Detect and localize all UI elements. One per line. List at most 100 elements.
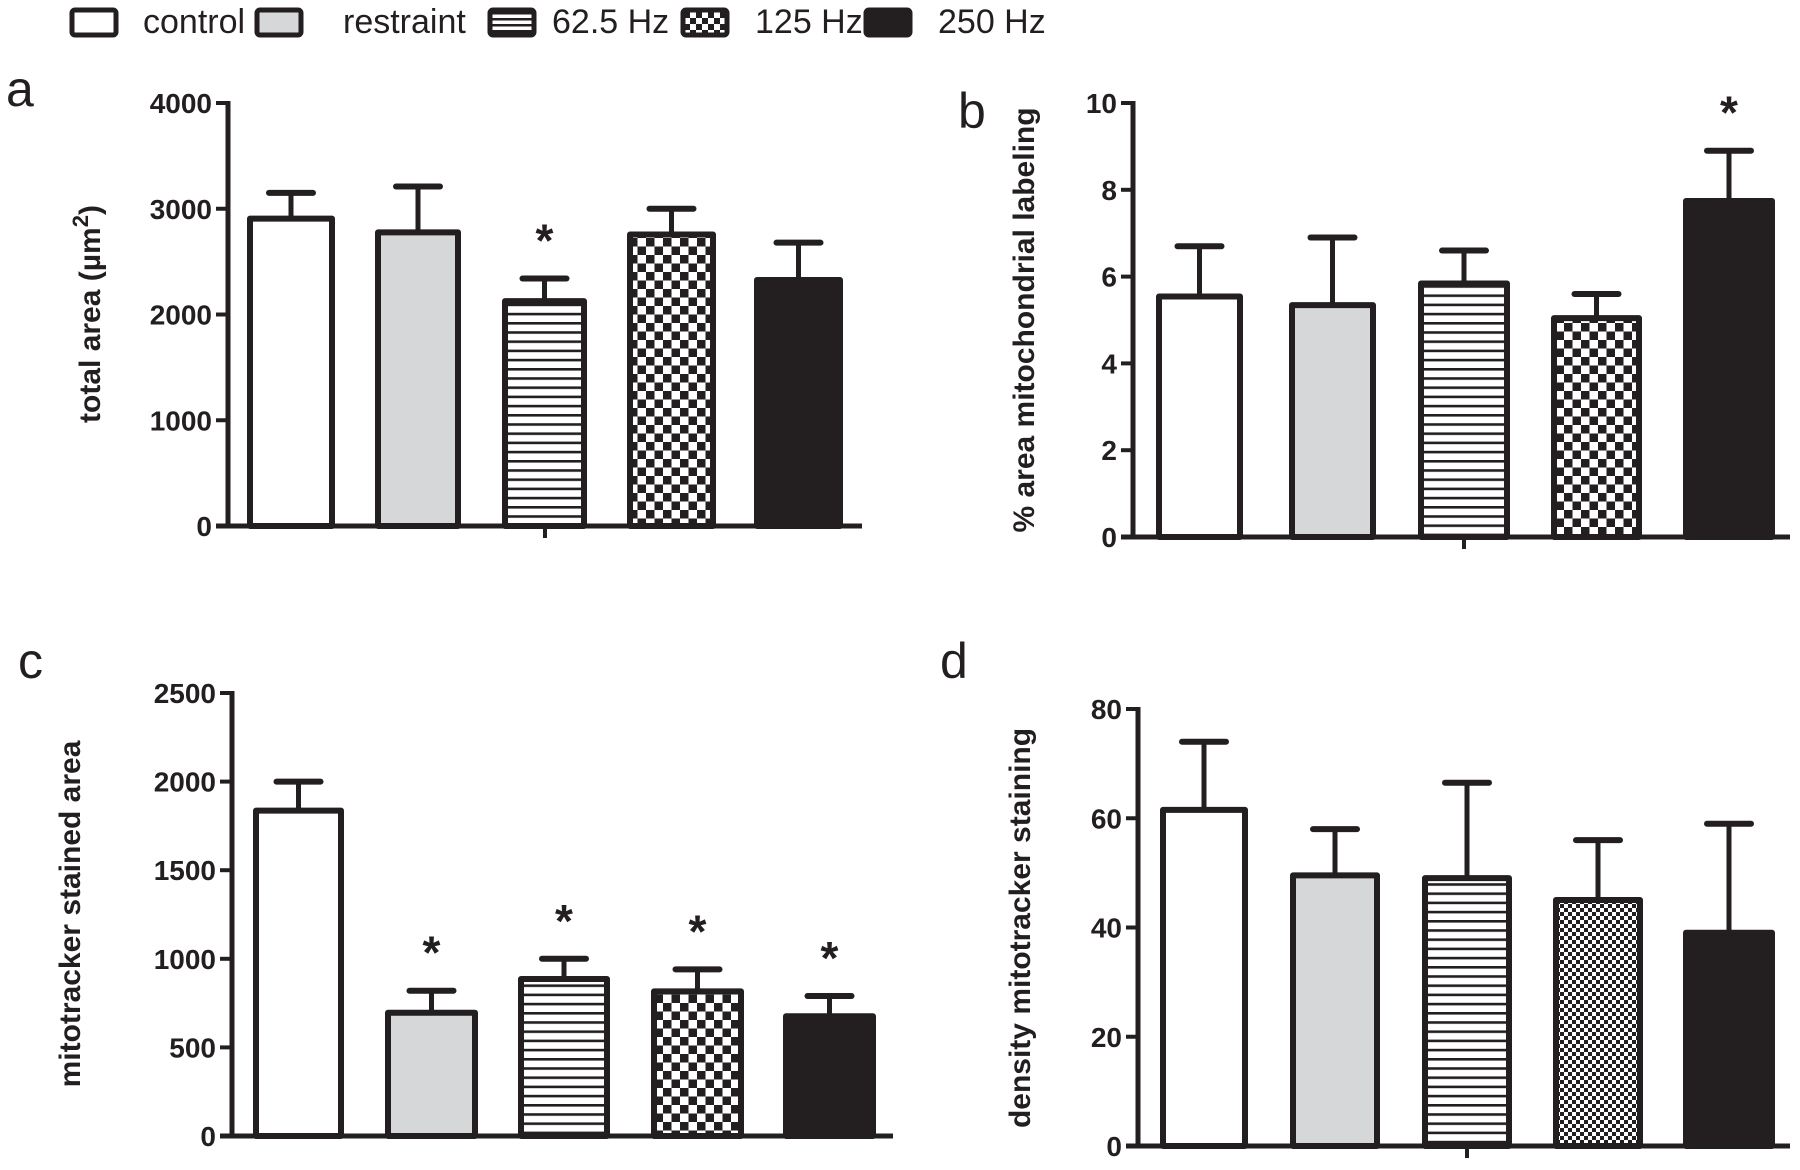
panel-d-mitotracker-density-chart: 0 20 40 60 80 density mitotracker staining — [1004, 694, 1790, 1162]
y-tick-label: 0 — [200, 1121, 216, 1152]
bar-group-restraint: * — [385, 927, 478, 1139]
bar-group-hz62: * — [502, 215, 587, 530]
y-tick-label: 40 — [1091, 913, 1122, 944]
bar-hz250 — [783, 1013, 876, 1139]
legend-item-hz250: 250 Hz — [863, 3, 1046, 41]
bar-group-hz250 — [754, 239, 843, 529]
bar-group-restraint — [375, 183, 461, 529]
legend-label-hz62: 62.5 Hz — [552, 3, 669, 41]
legend-item-control: control — [69, 3, 245, 41]
y-tick-label: 4000 — [150, 88, 212, 119]
legend-item-hz62: 62.5 Hz — [487, 3, 669, 41]
panel-label-d: d — [940, 633, 968, 689]
legend-swatch-hz250 — [863, 7, 913, 38]
bar-group-hz62 — [1418, 247, 1510, 540]
bar-group-control — [247, 189, 335, 529]
y-axis-title-end: ) — [74, 205, 107, 215]
y-axis-title: mitotracker stained area — [54, 740, 87, 1087]
legend-swatch-restraint — [254, 7, 304, 38]
bar-hz125 — [627, 231, 716, 529]
legend-item-restraint: restraint — [254, 3, 466, 41]
legend: control restraint 62.5 Hz 125 Hz 250 Hz — [69, 3, 1046, 41]
significance-star: * — [555, 895, 573, 947]
bar-group-hz125 — [1553, 837, 1643, 1149]
bar-group-hz250 — [1683, 820, 1775, 1150]
bar-control — [1160, 806, 1248, 1149]
significance-star: * — [689, 905, 707, 957]
legend-swatch-hz125 — [680, 7, 730, 38]
y-axis-title: % area mitochondrial labeling — [1008, 107, 1041, 532]
bar-hz250 — [1683, 929, 1775, 1150]
y-tick-label: 1500 — [154, 855, 216, 886]
y-axis-title: density mitotracker staining — [1004, 728, 1037, 1128]
significance-star: * — [1720, 87, 1738, 139]
legend-label-hz250: 250 Hz — [938, 3, 1046, 41]
legend-label-restraint: restraint — [343, 3, 466, 41]
significance-star: * — [423, 927, 441, 979]
y-tick-label: 0 — [1106, 1131, 1122, 1162]
panel-label-c: c — [18, 633, 43, 689]
bar-hz62 — [1422, 875, 1512, 1149]
y-tick-label: 80 — [1091, 694, 1122, 725]
legend-label-hz125: 125 Hz — [755, 3, 863, 41]
panel-label-b: b — [958, 83, 986, 139]
bar-group-hz125 — [627, 205, 716, 529]
legend-item-hz125: 125 Hz — [680, 3, 863, 41]
y-tick-label: 10 — [1086, 88, 1117, 119]
y-axis-title-main: total area (µm — [74, 227, 107, 423]
bar-group-hz125 — [1551, 290, 1642, 540]
y-tick-label: 6 — [1101, 262, 1117, 293]
bar-hz125 — [651, 988, 744, 1140]
bar-hz125 — [1551, 315, 1642, 540]
y-tick-label: 2000 — [150, 300, 212, 331]
bar-restraint — [385, 1009, 478, 1139]
legend-label-control: control — [143, 3, 245, 41]
y-axis-title-superscript: 2 — [68, 215, 93, 227]
bar-restraint — [1289, 302, 1376, 541]
panel-a-total-area-chart: 0 1000 2000 3000 4000 total area (µm2) * — [68, 88, 862, 542]
bar-group-hz62: * — [518, 895, 610, 1140]
bar-control — [253, 807, 344, 1139]
bar-group-restraint — [1290, 826, 1380, 1149]
legend-swatch-hz62 — [487, 7, 537, 38]
bar-hz62 — [1418, 280, 1510, 540]
significance-star: * — [821, 932, 839, 984]
bar-control — [1156, 293, 1243, 540]
bar-hz62 — [502, 298, 587, 530]
bar-group-hz62 — [1422, 779, 1512, 1149]
bar-group-control — [1160, 738, 1248, 1149]
legend-swatch-control — [69, 7, 119, 38]
y-tick-label: 500 — [169, 1032, 216, 1063]
y-tick-label: 8 — [1101, 175, 1117, 206]
y-tick-label: 2 — [1101, 435, 1117, 466]
y-tick-label: 60 — [1091, 803, 1122, 834]
bar-group-control — [253, 778, 344, 1139]
bar-hz250 — [754, 276, 843, 529]
y-tick-label: 1000 — [150, 405, 212, 436]
bar-control — [247, 215, 335, 529]
y-tick-label: 0 — [1101, 522, 1117, 553]
panel-c-mitotracker-area-chart: 0 500 1000 1500 2000 2500 mitotracker stained … — [54, 678, 893, 1152]
bar-group-hz250: * — [783, 932, 876, 1139]
panel-b-mitochondrial-labeling-chart: 0 2 4 6 8 10 % area mitochondrial labeling * — [1008, 87, 1790, 553]
y-tick-label: 3000 — [150, 194, 212, 225]
panel-label-a: a — [6, 61, 34, 117]
bar-restraint — [375, 229, 461, 529]
bar-hz125 — [1553, 896, 1643, 1149]
y-tick-label: 2500 — [154, 678, 216, 709]
bar-group-hz125: * — [651, 905, 744, 1140]
bar-hz250 — [1683, 197, 1775, 540]
bar-hz62 — [518, 976, 610, 1140]
bar-restraint — [1290, 872, 1380, 1149]
y-axis-title: total area (µm2) — [68, 205, 107, 423]
y-tick-label: 1000 — [154, 944, 216, 975]
y-tick-label: 0 — [196, 511, 212, 542]
y-tick-label: 2000 — [154, 767, 216, 798]
y-tick-label: 4 — [1101, 348, 1117, 379]
significance-star: * — [536, 215, 554, 267]
bar-group-restraint — [1289, 234, 1376, 541]
y-tick-label: 20 — [1091, 1022, 1122, 1053]
bar-group-hz250: * — [1683, 87, 1775, 540]
bar-group-control — [1156, 243, 1243, 540]
